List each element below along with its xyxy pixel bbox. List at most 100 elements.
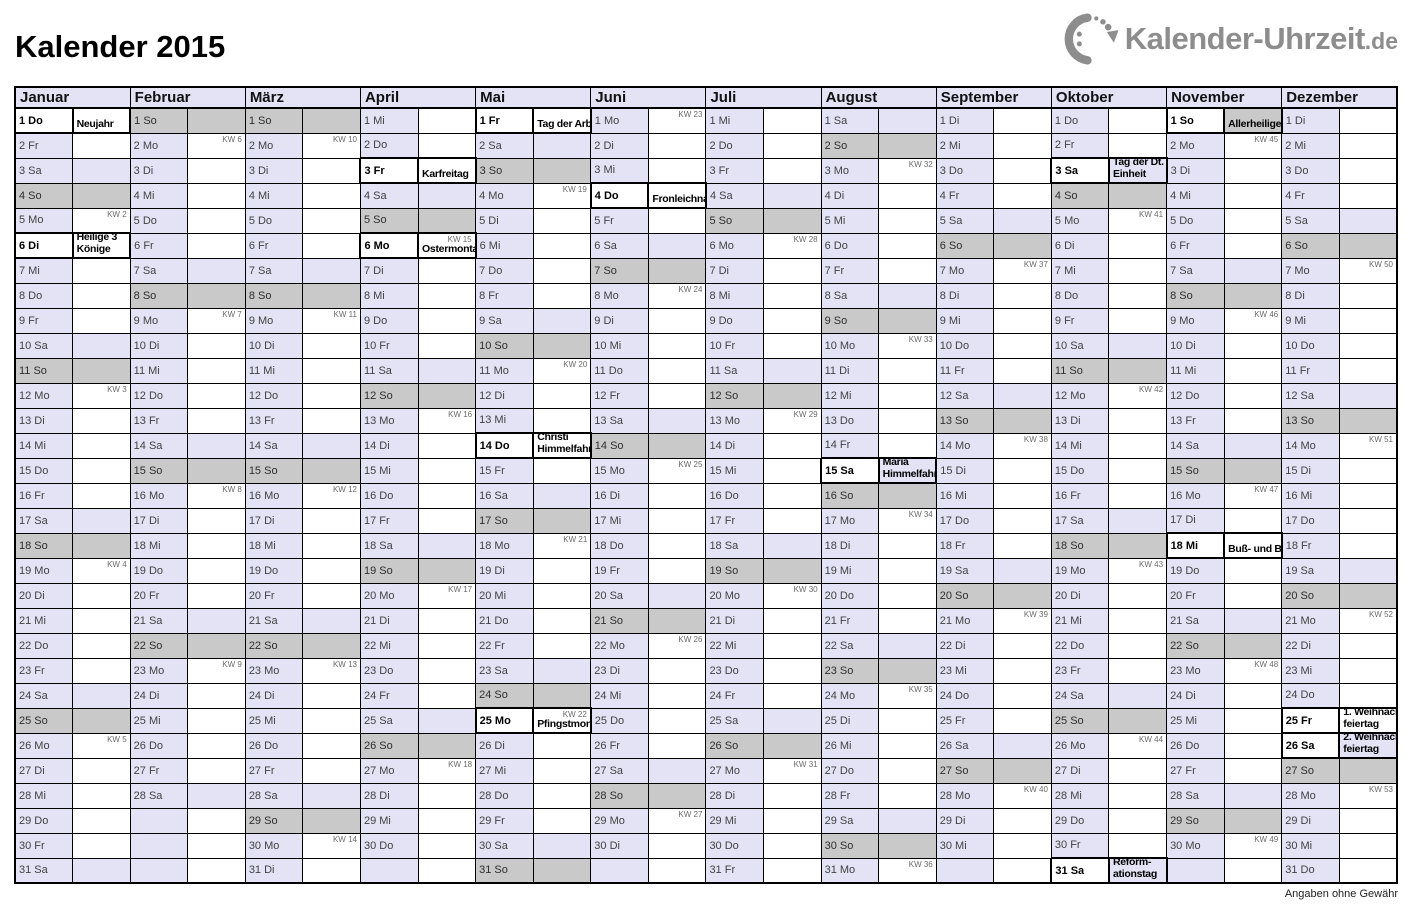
note-cell <box>72 307 131 334</box>
note-cell: KW 2 <box>72 207 131 234</box>
note-cell <box>993 682 1052 709</box>
day-cell: 21 So <box>590 607 649 634</box>
day-cell: 6 Fr <box>129 232 189 259</box>
calendar-week-label: KW 52 <box>1368 609 1393 619</box>
day-cell: 8 Sa <box>820 282 880 309</box>
note-cell <box>417 857 477 884</box>
day-cell: 20 Fr <box>129 582 189 609</box>
calendar-week-label: KW 45 <box>1254 135 1279 144</box>
day-cell: 11 So <box>14 357 74 384</box>
note-cell <box>1108 507 1168 534</box>
note-cell <box>72 632 131 659</box>
day-cell: 10 Do <box>1281 332 1340 359</box>
day-cell: 20 So <box>935 582 995 609</box>
note-cell <box>1108 782 1168 809</box>
calendar-row: 31 Sa 31 Di 31 So 31 Fr 31 Mo KW 36 31 Sa Refor… <box>14 857 1398 884</box>
day-cell: 23 Mi <box>935 657 995 684</box>
note-cell <box>532 257 592 284</box>
note-cell <box>417 682 477 709</box>
day-cell: 24 Fr <box>359 682 419 709</box>
note-cell <box>1108 232 1168 259</box>
month-header-dezember: Dezember <box>1281 86 1398 109</box>
holiday-label: Neujahr <box>76 117 114 130</box>
note-cell <box>1223 707 1283 734</box>
calendar-week-label: KW 20 <box>563 359 588 369</box>
day-cell: 4 Mi <box>244 182 304 209</box>
day-cell: 24 Do <box>1281 682 1340 709</box>
calendar-week-label: KW 2 <box>107 209 127 219</box>
calendar-week-label: KW 40 <box>1023 784 1048 794</box>
note-cell <box>878 482 937 509</box>
note-cell <box>187 157 246 184</box>
note-cell <box>647 232 707 259</box>
day-cell: 7 Sa <box>129 257 189 284</box>
note-cell <box>72 257 131 284</box>
note-cell <box>72 482 131 509</box>
day-cell: 11 Sa <box>705 357 765 384</box>
day-cell: 17 Mi <box>590 507 649 534</box>
note-cell: KW 10 <box>302 132 361 159</box>
day-cell: 6 Di <box>1050 232 1110 259</box>
note-cell <box>187 182 246 209</box>
note-cell: KW 15Ostermontag <box>417 232 477 259</box>
note-cell: KW 21 <box>532 532 592 559</box>
day-cell: 14 Di <box>705 432 765 459</box>
day-cell: 2 Sa <box>475 132 534 159</box>
note-cell <box>532 807 592 834</box>
note-cell <box>763 457 822 484</box>
day-cell: 21 Di <box>359 607 419 634</box>
day-cell: 7 Mi <box>1050 257 1110 284</box>
day-cell: 10 Do <box>935 332 995 359</box>
note-cell <box>302 757 361 784</box>
day-cell: 1 Mo <box>590 107 649 134</box>
note-cell <box>417 332 477 359</box>
note-cell <box>1223 682 1283 709</box>
note-cell <box>187 332 246 359</box>
note-cell <box>1108 307 1168 334</box>
calendar-week-label: KW 39 <box>1023 609 1048 619</box>
day-cell: 17 Sa <box>14 507 74 534</box>
note-cell <box>417 132 477 159</box>
note-cell <box>417 282 477 309</box>
calendar-week-label: KW 28 <box>793 234 818 244</box>
calendar-row: 4 So 4 Mi 4 Mi 4 Sa 4 Mo KW 194 DoFronleichna… <box>14 182 1398 209</box>
day-cell: 3 Di <box>244 157 304 184</box>
note-cell <box>1338 832 1398 859</box>
day-cell: 6 Mi <box>475 232 534 259</box>
note-cell <box>647 557 707 584</box>
note-cell <box>1223 507 1283 534</box>
note-cell <box>1223 382 1283 409</box>
note-cell <box>878 257 937 284</box>
note-cell <box>72 407 131 434</box>
note-cell <box>302 232 361 259</box>
day-cell: 7 So <box>590 257 649 284</box>
day-cell: 12 Fr <box>590 382 649 409</box>
note-cell <box>532 332 592 359</box>
day-cell: 28 Di <box>705 782 765 809</box>
note-cell <box>532 232 592 259</box>
day-cell: 22 So <box>1166 632 1225 659</box>
day-cell: 20 Fr <box>1166 582 1225 609</box>
day-cell: 16 Mo <box>129 482 189 509</box>
day-cell: 27 So <box>935 757 995 784</box>
note-cell <box>302 582 361 609</box>
day-cell: 11 Mi <box>244 357 304 384</box>
day-cell: 16 Fr <box>1050 482 1110 509</box>
logo: Kalender-Uhrzeit .de <box>1062 11 1398 67</box>
day-cell: 17 Do <box>935 507 995 534</box>
day-cell: 11 Mo <box>475 357 534 384</box>
day-cell: 24 Di <box>1166 682 1225 709</box>
day-cell: 23 Di <box>590 657 649 684</box>
note-cell <box>1223 857 1283 884</box>
note-cell <box>187 207 246 234</box>
day-cell: 11 Mi <box>129 357 189 384</box>
day-cell: 28 Sa <box>244 782 304 809</box>
day-cell: 8 Di <box>1281 282 1340 309</box>
note-cell <box>302 107 361 134</box>
day-cell: 4 Mi <box>129 182 189 209</box>
day-cell: 26 Di <box>475 732 534 759</box>
note-cell <box>1223 157 1283 184</box>
disclaimer: Angaben ohne Gewähr <box>1284 888 1398 900</box>
note-cell <box>72 457 131 484</box>
note-cell <box>993 132 1052 159</box>
